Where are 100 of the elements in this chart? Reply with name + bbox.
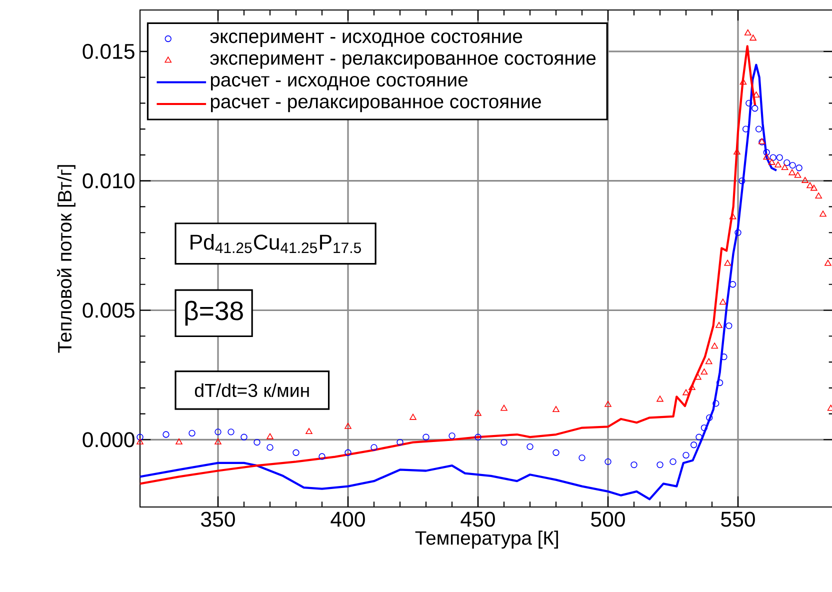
point (768, 158, 776, 165)
point (370, 444, 378, 451)
point (750, 34, 756, 41)
point (696, 434, 702, 440)
point (552, 449, 560, 456)
point (752, 92, 760, 98)
point (724, 260, 731, 266)
point (729, 213, 736, 220)
point (306, 428, 312, 434)
y-tick-label: 0.000 (82, 432, 134, 448)
point (228, 428, 234, 436)
point (734, 229, 742, 236)
point (266, 433, 274, 440)
point (796, 164, 802, 172)
point (254, 438, 260, 446)
point (136, 438, 144, 444)
point (604, 458, 612, 466)
point (700, 368, 708, 375)
legend-label: расчет - исходное состояние (210, 76, 468, 90)
point (188, 430, 196, 437)
point (670, 458, 676, 466)
point (744, 29, 752, 36)
point (755, 126, 762, 132)
point (763, 149, 770, 156)
point (176, 438, 182, 444)
point (630, 461, 638, 468)
point (738, 178, 746, 184)
point (578, 454, 586, 462)
point (214, 438, 222, 444)
point (656, 461, 664, 468)
point (214, 428, 222, 436)
point (763, 154, 770, 160)
x-tick-label: 350 (201, 512, 235, 527)
y-tick-label: 0.015 (82, 44, 134, 59)
point (711, 342, 718, 349)
x-tick-label: 500 (591, 512, 625, 527)
point (740, 78, 747, 85)
annotation: dT/dt=3 к/мин (194, 383, 309, 398)
x-axis-title: Температура [К] (415, 530, 558, 549)
point (526, 443, 534, 450)
point (694, 374, 702, 380)
point (448, 432, 456, 440)
point (396, 438, 404, 446)
point (776, 154, 783, 161)
point (500, 404, 508, 411)
point (716, 322, 722, 328)
x-tick-label: 550 (721, 512, 755, 527)
point (712, 400, 720, 407)
point (810, 184, 818, 191)
point (720, 298, 726, 305)
point (344, 449, 352, 456)
point (688, 384, 696, 390)
legend-label: расчет - релаксированное состояние (210, 98, 541, 112)
point (266, 444, 274, 451)
point (784, 159, 790, 166)
point (344, 422, 352, 429)
point (726, 322, 732, 330)
point (774, 161, 782, 168)
point (292, 449, 300, 456)
y-axis-title: Тепловой поток [Вт/г] (57, 165, 76, 353)
point (604, 400, 612, 407)
point (794, 172, 802, 178)
y-tick-label: 0.005 (82, 302, 134, 318)
point (240, 434, 248, 440)
point (820, 210, 826, 217)
point (705, 358, 712, 364)
point (682, 389, 690, 396)
point (422, 434, 430, 440)
point (410, 414, 416, 420)
x-tick-label: 400 (330, 512, 365, 527)
point (746, 100, 752, 107)
point (788, 169, 796, 176)
point (752, 105, 758, 112)
point (682, 452, 690, 459)
y-tick-label: 0.010 (82, 173, 134, 188)
point (815, 192, 822, 198)
point (690, 442, 698, 448)
point (716, 379, 724, 386)
point (474, 434, 482, 440)
legend-label: эксперимент - исходное состояние (210, 32, 522, 47)
annotation: β=38 (185, 300, 243, 326)
point (729, 281, 736, 288)
point (318, 453, 326, 460)
point (500, 438, 508, 446)
point (789, 162, 796, 169)
point (806, 182, 814, 188)
point (552, 406, 560, 412)
point (162, 431, 170, 438)
point (781, 164, 788, 170)
point (802, 176, 808, 183)
point (770, 154, 776, 161)
x-tick-label: 450 (460, 512, 495, 527)
point (474, 410, 482, 416)
point (700, 424, 708, 432)
point (706, 414, 713, 422)
point (824, 260, 832, 266)
legend-label: эксперимент - релаксированное состояние (210, 54, 596, 69)
point (136, 434, 144, 440)
annotation: Pd$_{41.25}$Cu$_{41.25}$P$_{17.5}$ (190, 234, 361, 254)
point (656, 396, 664, 402)
